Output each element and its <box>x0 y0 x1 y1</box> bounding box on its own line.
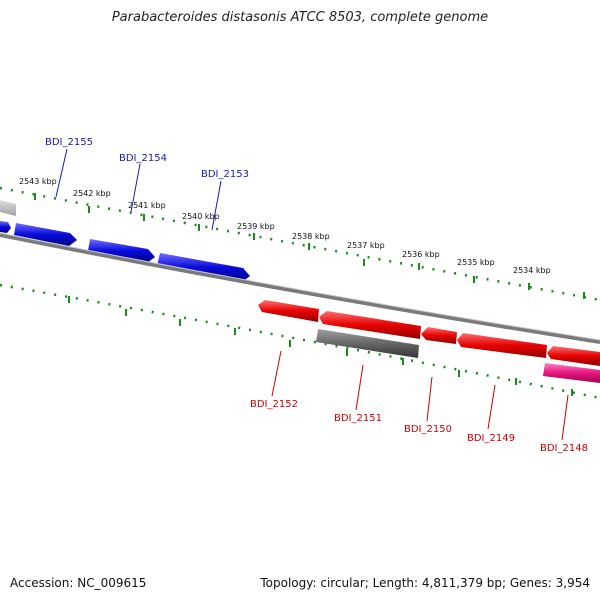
gene-pink-reverse[interactable] <box>543 363 600 383</box>
kbp-labels: 2543 kbp 2542 kbp 2541 kbp 2540 kbp 2539… <box>19 177 551 275</box>
gene-label-bdi-2152[interactable]: BDI_2152 <box>250 399 298 410</box>
lower-major-ticks <box>68 296 573 396</box>
genome-backbone <box>0 233 600 344</box>
gene-bdi-2153[interactable] <box>157 253 250 282</box>
gene-gray-reverse[interactable] <box>316 329 419 358</box>
upper-major-ticks <box>34 193 585 299</box>
gene-partial-gray[interactable] <box>0 200 16 216</box>
gene-bdi-2152[interactable] <box>258 300 319 322</box>
reverse-leader-lines <box>271 350 569 441</box>
gene-blue-partial[interactable] <box>0 221 11 233</box>
gene-bdi-2149[interactable] <box>457 333 547 358</box>
genome-title: Parabacteroides distasonis ATCC 8503, co… <box>111 10 489 25</box>
gene-bdi-2148-red[interactable] <box>547 346 600 366</box>
reverse-gene-labels: BDI_2152 BDI_2151 BDI_2150 BDI_2149 BDI_… <box>250 399 588 454</box>
kbp-label: 2542 kbp <box>73 189 111 198</box>
kbp-label: 2543 kbp <box>19 177 57 186</box>
gene-bdi-2155[interactable] <box>14 223 77 246</box>
kbp-label: 2534 kbp <box>513 266 551 275</box>
kbp-label: 2538 kbp <box>292 232 330 241</box>
topology-summary: Topology: circular; Length: 4,811,379 bp… <box>260 576 590 590</box>
kbp-label: 2541 kbp <box>128 201 166 210</box>
gene-label-bdi-2149[interactable]: BDI_2149 <box>467 433 515 444</box>
forward-genes <box>0 221 250 282</box>
reverse-genes <box>258 300 600 383</box>
gene-label-bdi-2153[interactable]: BDI_2153 <box>201 169 249 180</box>
accession-text: Accession: NC_009615 <box>10 576 147 590</box>
kbp-label: 2536 kbp <box>402 250 440 259</box>
gene-label-bdi-2148[interactable]: BDI_2148 <box>540 443 588 454</box>
kbp-label: 2539 kbp <box>237 222 275 231</box>
gene-bdi-2154[interactable] <box>88 239 155 263</box>
gene-bdi-2151[interactable] <box>319 311 421 339</box>
forward-gene-labels: BDI_2155 BDI_2154 BDI_2153 <box>45 137 249 180</box>
kbp-label: 2535 kbp <box>457 258 495 267</box>
gene-label-bdi-2151[interactable]: BDI_2151 <box>334 413 382 424</box>
forward-leader-lines <box>55 148 222 231</box>
kbp-label: 2540 kbp <box>182 212 220 221</box>
gene-label-bdi-2154[interactable]: BDI_2154 <box>119 153 167 164</box>
gene-bdi-2150[interactable] <box>421 327 457 344</box>
kbp-label: 2537 kbp <box>347 241 385 250</box>
gene-label-bdi-2155[interactable]: BDI_2155 <box>45 137 93 148</box>
gene-label-bdi-2150[interactable]: BDI_2150 <box>404 424 452 435</box>
